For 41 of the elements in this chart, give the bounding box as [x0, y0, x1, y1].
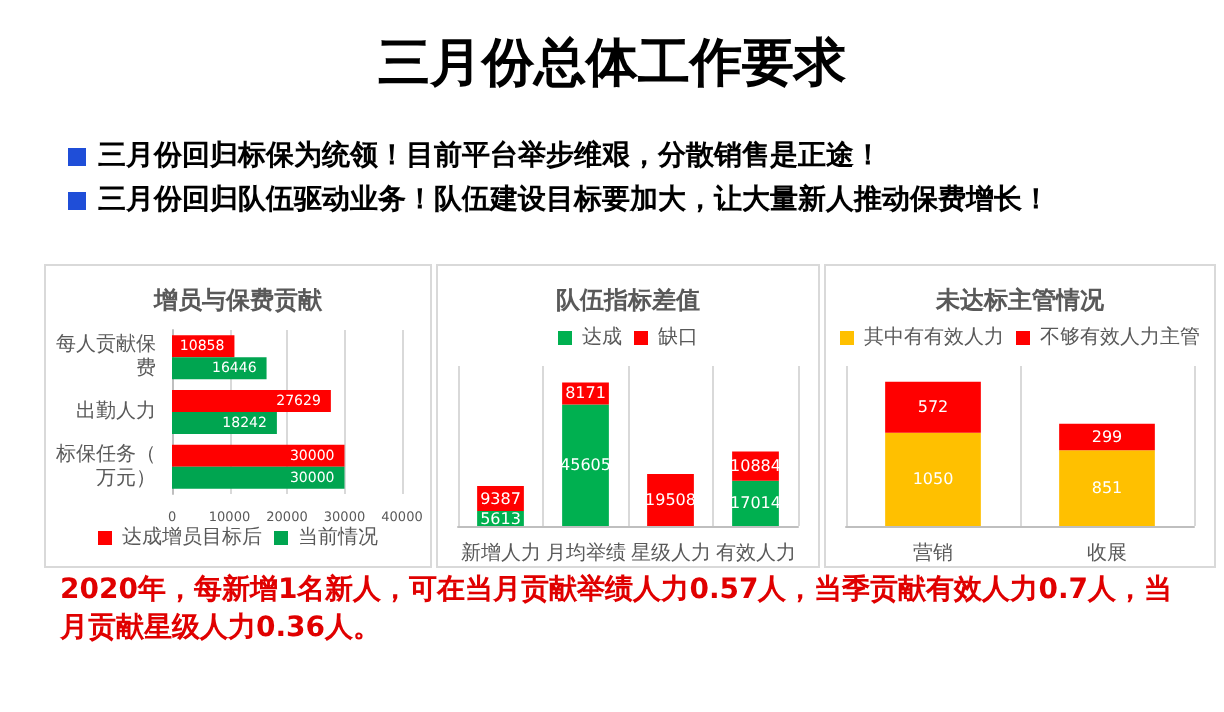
chart-title: 未达标主管情况	[934, 286, 1106, 314]
text: 三月份回归队伍驱动业务！队伍建设目标要加大，让大量新人推动保费增长！	[98, 182, 1050, 218]
x-tick-label: 新增人力	[460, 541, 541, 565]
legend-label: 缺口	[658, 325, 698, 349]
bar	[172, 444, 345, 467]
legend-label: 达成	[582, 325, 622, 349]
data-label: 45605	[560, 456, 611, 475]
legend-label: 达成增员目标后	[122, 525, 262, 549]
bar	[885, 381, 981, 433]
bar	[1059, 423, 1155, 451]
text: 三月份总体工作要求	[376, 32, 848, 98]
x-tick-label: 星级人力	[630, 541, 711, 565]
y-tick-label: 每人贡献保费	[56, 332, 156, 381]
data-label: 10884	[730, 457, 781, 476]
text: 三月份回归标保为统领！目前平台举步维艰，分散销售是正途！	[98, 138, 882, 174]
bar	[885, 432, 981, 526]
bar	[172, 390, 331, 412]
legend-label: 当前情况	[298, 525, 378, 549]
x-tick-label: 营销	[913, 541, 953, 565]
y-tick-label: 出勤人力	[76, 399, 156, 423]
chart-title: 队伍指标差值	[556, 286, 700, 314]
bar	[1059, 450, 1155, 526]
legend-label: 其中有有效人力	[864, 325, 1004, 349]
data-label: 19508	[645, 490, 696, 509]
x-tick-label: 有效人力	[715, 541, 796, 565]
bar	[172, 466, 345, 489]
data-label: 572	[917, 398, 949, 417]
chart-title: 增员与保费贡献	[152, 286, 324, 314]
data-label: 5613	[480, 509, 521, 528]
text: 2020年，每新增1名新人，可在当月贡献举绩人力0.57人，当季贡献有效人力0.7人，当月贡献星级人力0.36人。	[60, 572, 1175, 648]
bar	[562, 404, 609, 526]
data-label: 8171	[565, 384, 606, 403]
legend-label: 不够有效人力主管	[1040, 325, 1200, 349]
data-label: 299	[1091, 428, 1123, 447]
y-tick-label: 标保任务（万元）	[54, 441, 156, 490]
data-label: 17014	[730, 494, 781, 513]
data-label: 1050	[912, 470, 954, 489]
data-label: 9387	[480, 489, 521, 508]
data-label: 851	[1091, 479, 1123, 498]
x-tick-label: 收展	[1087, 543, 1127, 565]
x-tick-label: 月均举绩	[545, 541, 626, 565]
